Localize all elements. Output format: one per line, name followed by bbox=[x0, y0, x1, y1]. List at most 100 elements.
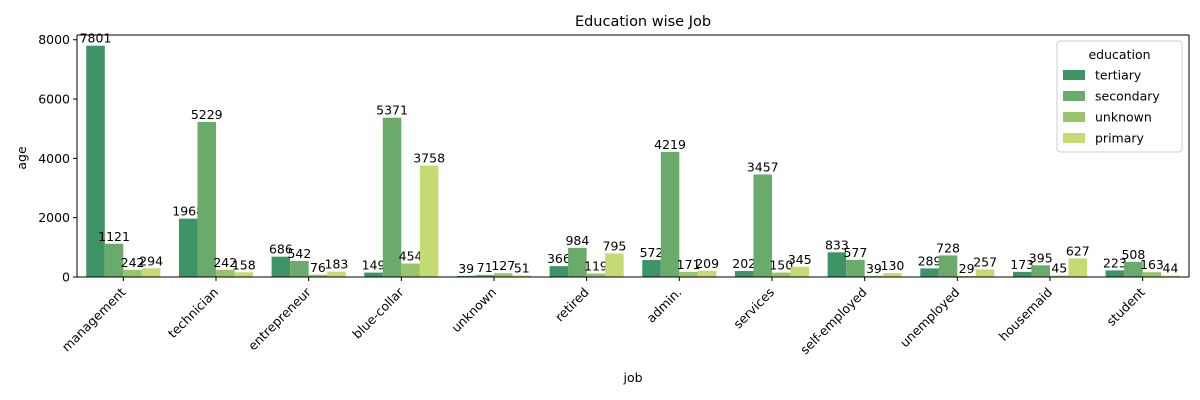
data-label: 44 bbox=[1163, 261, 1179, 276]
data-label: 3457 bbox=[747, 159, 779, 174]
data-label: 202 bbox=[732, 256, 756, 271]
legend-box bbox=[1056, 40, 1183, 153]
data-label: 3758 bbox=[413, 151, 445, 166]
data-label: 345 bbox=[788, 252, 812, 267]
data-label: 130 bbox=[881, 258, 905, 273]
x-tick-label: services bbox=[730, 285, 777, 332]
bar-unemployed-secondary bbox=[938, 255, 958, 277]
y-axis-label: age bbox=[14, 146, 29, 170]
bar-services-secondary bbox=[753, 174, 772, 277]
bar-technician-unknown bbox=[216, 269, 235, 277]
bar-unknown-tertiary bbox=[456, 275, 476, 277]
legend-entry: primary bbox=[1095, 131, 1145, 146]
bar-blue-collar-secondary bbox=[382, 117, 402, 278]
data-label: 150 bbox=[769, 258, 793, 273]
legend-swatch-tertiary bbox=[1063, 70, 1085, 80]
bar-entrepreneur-secondary bbox=[290, 260, 309, 277]
bar-self-employed-unknown bbox=[864, 275, 884, 277]
bar-management-unknown bbox=[123, 269, 142, 277]
bar-admin.-secondary bbox=[660, 151, 680, 277]
bar-technician-tertiary bbox=[178, 218, 198, 277]
bar-housemaid-secondary bbox=[1031, 265, 1050, 277]
bar-housemaid-primary bbox=[1068, 258, 1088, 277]
data-label: 572 bbox=[640, 245, 664, 260]
bar-blue-collar-primary bbox=[419, 165, 439, 277]
bar-retired-secondary bbox=[568, 247, 587, 277]
bar-admin.-tertiary bbox=[642, 260, 661, 277]
data-label: 833 bbox=[825, 237, 849, 252]
data-label: 795 bbox=[603, 238, 627, 253]
bar-housemaid-unknown bbox=[1050, 275, 1069, 277]
bar-entrepreneur-tertiary bbox=[271, 256, 291, 277]
data-label: 4219 bbox=[654, 137, 686, 152]
data-label: 508 bbox=[1121, 247, 1145, 262]
bar-entrepreneur-unknown bbox=[308, 274, 328, 277]
bar-services-primary bbox=[790, 266, 810, 277]
x-tick-label: admin. bbox=[643, 285, 684, 326]
legend-entry: unknown bbox=[1095, 110, 1152, 125]
y-tick-label: 0 bbox=[62, 270, 70, 285]
x-tick-label: unknown bbox=[448, 285, 499, 336]
data-label: 51 bbox=[514, 260, 530, 275]
x-axis-label: job bbox=[622, 370, 642, 385]
data-label: 171 bbox=[677, 257, 701, 272]
data-label: 39 bbox=[458, 261, 474, 276]
data-label: 7801 bbox=[80, 31, 112, 46]
data-label: 163 bbox=[1140, 257, 1164, 272]
legend-swatch-secondary bbox=[1063, 91, 1085, 101]
x-tick-label: student bbox=[1103, 284, 1147, 328]
bar-retired-unknown bbox=[586, 273, 606, 277]
bar-unemployed-tertiary bbox=[920, 268, 939, 277]
bar-student-primary bbox=[1161, 275, 1180, 277]
data-label: 366 bbox=[547, 251, 571, 266]
bar-blue-collar-tertiary bbox=[364, 272, 383, 277]
x-tick-label: unemployed bbox=[897, 285, 963, 351]
data-label: 29 bbox=[959, 261, 975, 276]
y-tick-label: 8000 bbox=[38, 32, 70, 47]
data-label: 5371 bbox=[376, 103, 408, 118]
y-tick-label: 4000 bbox=[38, 151, 70, 166]
data-label: 119 bbox=[584, 258, 608, 273]
data-label: 1968 bbox=[172, 204, 204, 219]
legend-entry: tertiary bbox=[1095, 68, 1142, 83]
bar-management-tertiary bbox=[86, 45, 105, 278]
legend-swatch-primary bbox=[1063, 133, 1085, 143]
bar-self-employed-tertiary bbox=[827, 252, 847, 277]
x-tick-label: housemaid bbox=[996, 285, 1055, 344]
data-label: 395 bbox=[1029, 250, 1053, 265]
bar-housemaid-tertiary bbox=[1012, 271, 1032, 277]
x-tick-label: entrepreneur bbox=[245, 284, 314, 353]
bar-services-tertiary bbox=[734, 271, 754, 277]
data-label: 542 bbox=[287, 246, 311, 261]
x-tick-label: management bbox=[59, 284, 129, 354]
data-label: 5229 bbox=[191, 107, 223, 122]
data-label: 294 bbox=[139, 253, 163, 268]
bar-blue-collar-unknown bbox=[401, 263, 420, 277]
bar-self-employed-primary bbox=[883, 273, 902, 277]
data-label: 577 bbox=[843, 245, 867, 260]
bar-admin.-primary bbox=[697, 270, 717, 277]
x-tick-label: self-employed bbox=[797, 285, 870, 358]
bar-retired-tertiary bbox=[549, 266, 569, 277]
data-label: 127 bbox=[491, 258, 515, 273]
y-tick-label: 6000 bbox=[38, 92, 70, 107]
data-label: 76 bbox=[310, 260, 326, 275]
data-label: 454 bbox=[399, 249, 423, 264]
data-label: 71 bbox=[477, 260, 493, 275]
data-label: 45 bbox=[1051, 261, 1067, 276]
bar-student-tertiary bbox=[1105, 270, 1125, 277]
data-label: 173 bbox=[1010, 257, 1034, 272]
data-label: 728 bbox=[936, 240, 960, 255]
data-label: 984 bbox=[565, 233, 589, 248]
bar-unknown-primary bbox=[512, 275, 532, 277]
data-label: 242 bbox=[121, 255, 145, 270]
bar-technician-primary bbox=[234, 272, 254, 277]
data-label: 686 bbox=[269, 242, 293, 257]
x-tick-label: retired bbox=[552, 285, 592, 325]
data-label: 209 bbox=[695, 256, 719, 271]
bar-unknown-unknown bbox=[494, 273, 513, 277]
bar-retired-primary bbox=[605, 253, 624, 277]
legend: education tertiary secondary unknown primary bbox=[1056, 40, 1183, 153]
